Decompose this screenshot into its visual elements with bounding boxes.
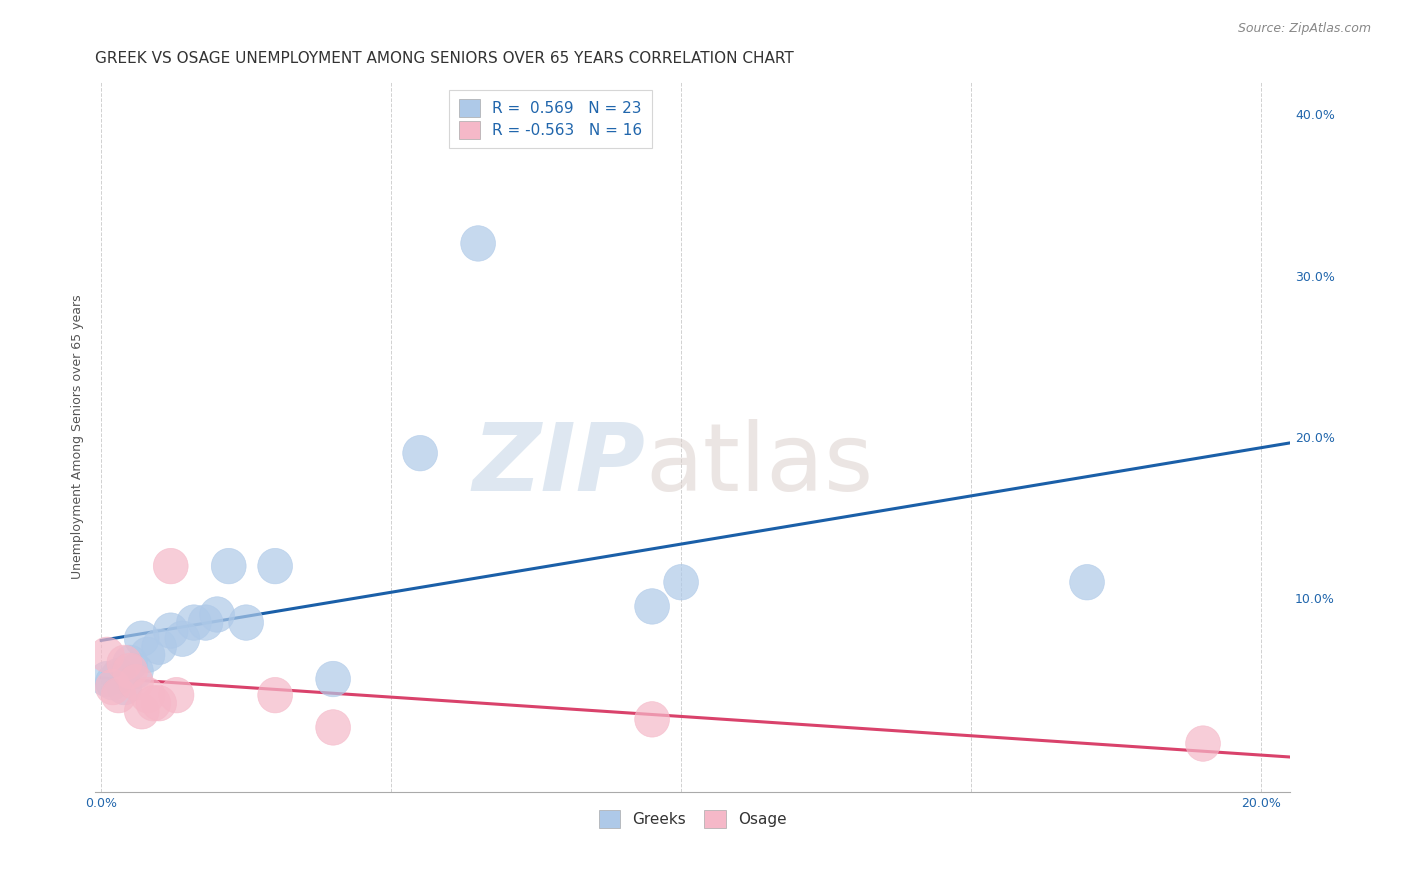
Ellipse shape: [229, 605, 263, 640]
Ellipse shape: [124, 694, 159, 729]
Ellipse shape: [1185, 726, 1220, 761]
Ellipse shape: [96, 669, 131, 705]
Legend: Greeks, Osage: Greeks, Osage: [592, 805, 793, 834]
Ellipse shape: [634, 589, 669, 624]
Ellipse shape: [136, 685, 170, 721]
Ellipse shape: [142, 629, 177, 665]
Ellipse shape: [257, 677, 292, 713]
Ellipse shape: [112, 653, 148, 689]
Y-axis label: Unemployment Among Seniors over 65 years: Unemployment Among Seniors over 65 years: [72, 294, 84, 580]
Text: GREEK VS OSAGE UNEMPLOYMENT AMONG SENIORS OVER 65 YEARS CORRELATION CHART: GREEK VS OSAGE UNEMPLOYMENT AMONG SENIOR…: [96, 51, 794, 66]
Ellipse shape: [159, 677, 194, 713]
Ellipse shape: [200, 597, 235, 632]
Ellipse shape: [90, 661, 124, 697]
Ellipse shape: [131, 677, 165, 713]
Ellipse shape: [124, 621, 159, 657]
Text: atlas: atlas: [645, 419, 873, 511]
Ellipse shape: [107, 645, 142, 681]
Ellipse shape: [142, 685, 177, 721]
Ellipse shape: [118, 653, 153, 689]
Ellipse shape: [96, 665, 131, 700]
Ellipse shape: [402, 435, 437, 471]
Text: ZIP: ZIP: [472, 419, 645, 511]
Ellipse shape: [101, 658, 136, 694]
Ellipse shape: [664, 565, 699, 600]
Ellipse shape: [1070, 565, 1105, 600]
Ellipse shape: [107, 669, 142, 705]
Text: Source: ZipAtlas.com: Source: ZipAtlas.com: [1237, 22, 1371, 36]
Ellipse shape: [188, 605, 224, 640]
Ellipse shape: [153, 549, 188, 584]
Ellipse shape: [316, 710, 350, 745]
Ellipse shape: [112, 645, 148, 681]
Ellipse shape: [177, 605, 211, 640]
Ellipse shape: [257, 549, 292, 584]
Ellipse shape: [634, 702, 669, 737]
Ellipse shape: [131, 637, 165, 673]
Ellipse shape: [101, 677, 136, 713]
Ellipse shape: [461, 226, 495, 261]
Ellipse shape: [165, 621, 200, 657]
Ellipse shape: [316, 661, 350, 697]
Ellipse shape: [118, 665, 153, 700]
Ellipse shape: [153, 613, 188, 648]
Ellipse shape: [211, 549, 246, 584]
Ellipse shape: [90, 637, 124, 673]
